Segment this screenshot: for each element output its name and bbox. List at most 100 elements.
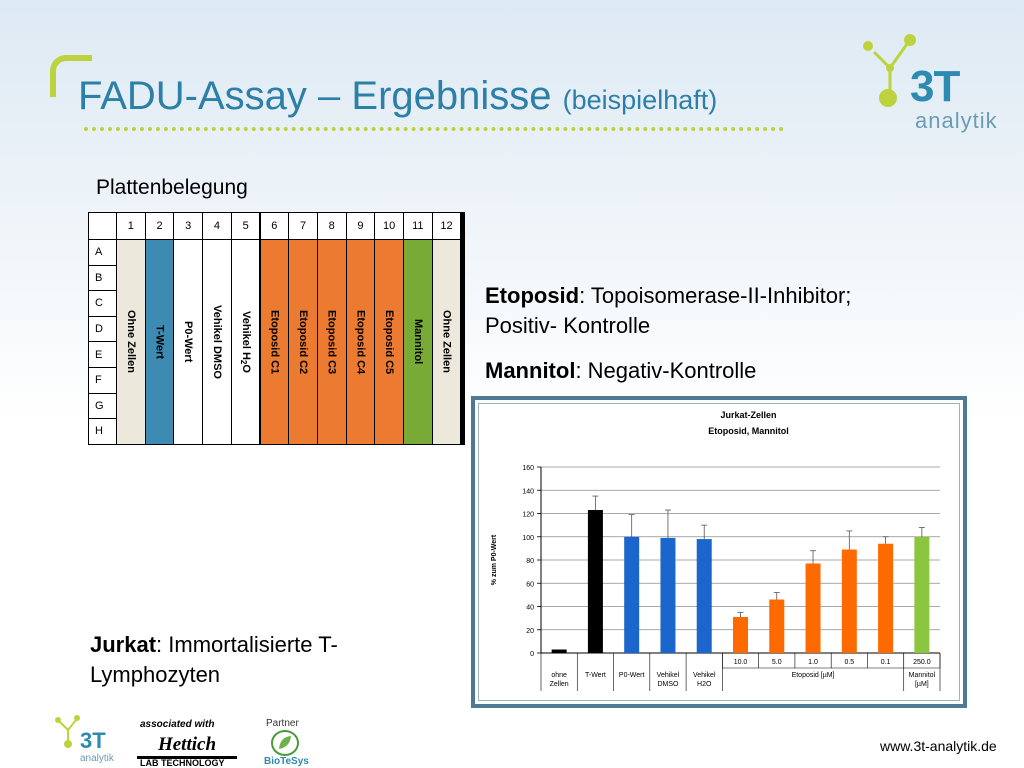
dose-label: 1.0 bbox=[808, 659, 818, 666]
bar bbox=[769, 599, 785, 653]
plate-column-4: Vehikel DMSO bbox=[203, 240, 231, 444]
plate-column-8: Etoposid C3 bbox=[317, 240, 346, 444]
plate-column-label: Ohne Zellen bbox=[440, 310, 453, 374]
etoposid-description: Etoposid: Topoisomerase-II-Inhibitor; Po… bbox=[485, 281, 851, 341]
y-tick-label: 160 bbox=[522, 465, 534, 472]
plate-heading: Plattenbelegung bbox=[96, 176, 248, 199]
plate-row-letter: E bbox=[89, 342, 116, 367]
etoposid-definition-line2: Positiv- Kontrolle bbox=[485, 313, 651, 338]
dose-label: 0.1 bbox=[881, 659, 891, 666]
y-tick-label: 20 bbox=[526, 628, 534, 635]
bar bbox=[805, 563, 821, 653]
plate-row-letter: C bbox=[89, 291, 116, 316]
dose-label: 5.0 bbox=[772, 659, 782, 666]
svg-text:3T: 3T bbox=[80, 728, 106, 753]
group-label: Vehikel bbox=[693, 672, 716, 679]
logo-text: analytik bbox=[915, 108, 998, 133]
bar bbox=[624, 536, 640, 653]
molecule-logo-icon bbox=[863, 34, 916, 107]
plate-column-number: 10 bbox=[375, 213, 403, 239]
plate-column-number: 8 bbox=[317, 213, 346, 239]
bar bbox=[660, 537, 676, 653]
biotesys-leaf-icon bbox=[271, 730, 299, 756]
dose-label: 250.0 bbox=[913, 659, 931, 666]
bar bbox=[878, 543, 894, 653]
page-title: FADU-Assay – Ergebnisse (beispielhaft) bbox=[78, 74, 717, 119]
y-tick-label: 100 bbox=[522, 535, 534, 542]
y-tick-label: 80 bbox=[526, 558, 534, 565]
plate-column-2: T-Wert bbox=[145, 240, 174, 444]
bar bbox=[733, 616, 748, 653]
plate-column-number: 3 bbox=[174, 213, 203, 239]
plate-column-number: 9 bbox=[346, 213, 375, 239]
group-label: Mannitol bbox=[909, 672, 936, 679]
bar-chart: Jurkat-Zellen Etoposid, Mannitol 0 20 40 60 80… bbox=[491, 410, 941, 691]
etoposid-term: Etoposid bbox=[485, 283, 580, 308]
group-label: DMSO bbox=[657, 681, 679, 688]
plate-column-label: Etoposid C1 bbox=[268, 309, 281, 374]
plate-row-letter: H bbox=[89, 419, 116, 444]
group-label: P0-Wert bbox=[619, 672, 645, 679]
plate-column-label: Mannitol bbox=[411, 319, 424, 365]
mannitol-description: Mannitol: Negativ-Kontrolle bbox=[485, 356, 756, 386]
plate-row-letter: B bbox=[89, 265, 116, 291]
group-label: H2O bbox=[697, 681, 712, 688]
plate-column-5: Vehikel H2O bbox=[231, 240, 260, 444]
plate-column-11: Mannitol bbox=[404, 240, 432, 444]
svg-text:analytik: analytik bbox=[80, 753, 115, 764]
title-dotted-rule bbox=[84, 127, 784, 131]
plate-column-12: Ohne Zellen bbox=[432, 240, 461, 444]
group-label: T-Wert bbox=[585, 672, 606, 679]
dose-label: 10.0 bbox=[734, 659, 748, 666]
group-label: Vehikel bbox=[657, 672, 680, 679]
jurkat-definition-line2: Lymphozyten bbox=[90, 662, 221, 687]
bar bbox=[696, 539, 712, 653]
mannitol-term: Mannitol bbox=[485, 358, 576, 383]
website-url[interactable]: www.3t-analytik.de bbox=[880, 738, 997, 754]
bar bbox=[841, 549, 857, 653]
plate-column-number: 5 bbox=[231, 213, 260, 239]
group-label: Etoposid [µM] bbox=[792, 672, 835, 679]
chart-title: Jurkat-Zellen bbox=[720, 410, 776, 420]
plate-column-number: 4 bbox=[203, 213, 231, 239]
plate-row-letter: D bbox=[89, 316, 116, 342]
plate-column-label: Etoposid C5 bbox=[383, 309, 396, 374]
plate-column-number: 2 bbox=[145, 213, 174, 239]
biotesys-label: BioTeSys bbox=[264, 756, 309, 767]
plate-layout-table: 1 2 3 4 5 6 7 8 9 10 11 12 A B C D E F G H Ohne Zellen T-Wert… bbox=[88, 212, 465, 445]
plate-column-number: 11 bbox=[404, 213, 432, 239]
plate-row-letter: F bbox=[89, 368, 116, 393]
bar bbox=[587, 510, 603, 653]
plate-column-label: Vehikel DMSO bbox=[210, 304, 223, 379]
hettich-logo: Hettich bbox=[137, 734, 237, 759]
y-tick-label: 120 bbox=[522, 512, 534, 519]
plate-column-label: Ohne Zellen bbox=[124, 310, 137, 374]
y-tick-label: 60 bbox=[526, 581, 534, 588]
y-tick-label: 40 bbox=[526, 605, 534, 612]
chart-inner-frame bbox=[478, 403, 960, 701]
chart-subtitle: Etoposid, Mannitol bbox=[708, 426, 789, 436]
plate-column-label: T-Wert bbox=[153, 324, 166, 359]
group-label: Zellen bbox=[550, 681, 569, 688]
lab-technology-label: LAB TECHNOLOGY bbox=[140, 758, 225, 768]
title-sub: (beispielhaft) bbox=[562, 85, 718, 115]
footer-3t-logo-icon: 3T analytik bbox=[55, 715, 115, 764]
plate-column-7: Etoposid C2 bbox=[289, 240, 317, 444]
dose-label: 0.5 bbox=[844, 659, 854, 666]
plate-column-number: 6 bbox=[260, 213, 289, 239]
plate-row-letter: A bbox=[89, 240, 116, 265]
plate-corner-cell bbox=[89, 213, 116, 239]
group-label: ohne bbox=[551, 672, 567, 679]
plate-column-9: Etoposid C4 bbox=[346, 240, 375, 444]
plate-column-3: P0-Wert bbox=[174, 240, 203, 444]
jurkat-term: Jurkat bbox=[90, 632, 157, 657]
bar bbox=[551, 649, 567, 653]
y-tick-label: 0 bbox=[530, 651, 534, 658]
group-label: [µM] bbox=[915, 681, 929, 688]
jurkat-description: Jurkat: Immortalisierte T- Lymphozyten bbox=[90, 630, 338, 690]
mannitol-definition: : Negativ-Kontrolle bbox=[575, 358, 757, 383]
bar bbox=[914, 536, 930, 653]
partner-label: Partner bbox=[266, 718, 299, 729]
etoposid-definition: : Topoisomerase-II-Inhibitor; bbox=[579, 283, 852, 308]
title-accent-bracket bbox=[50, 55, 92, 97]
